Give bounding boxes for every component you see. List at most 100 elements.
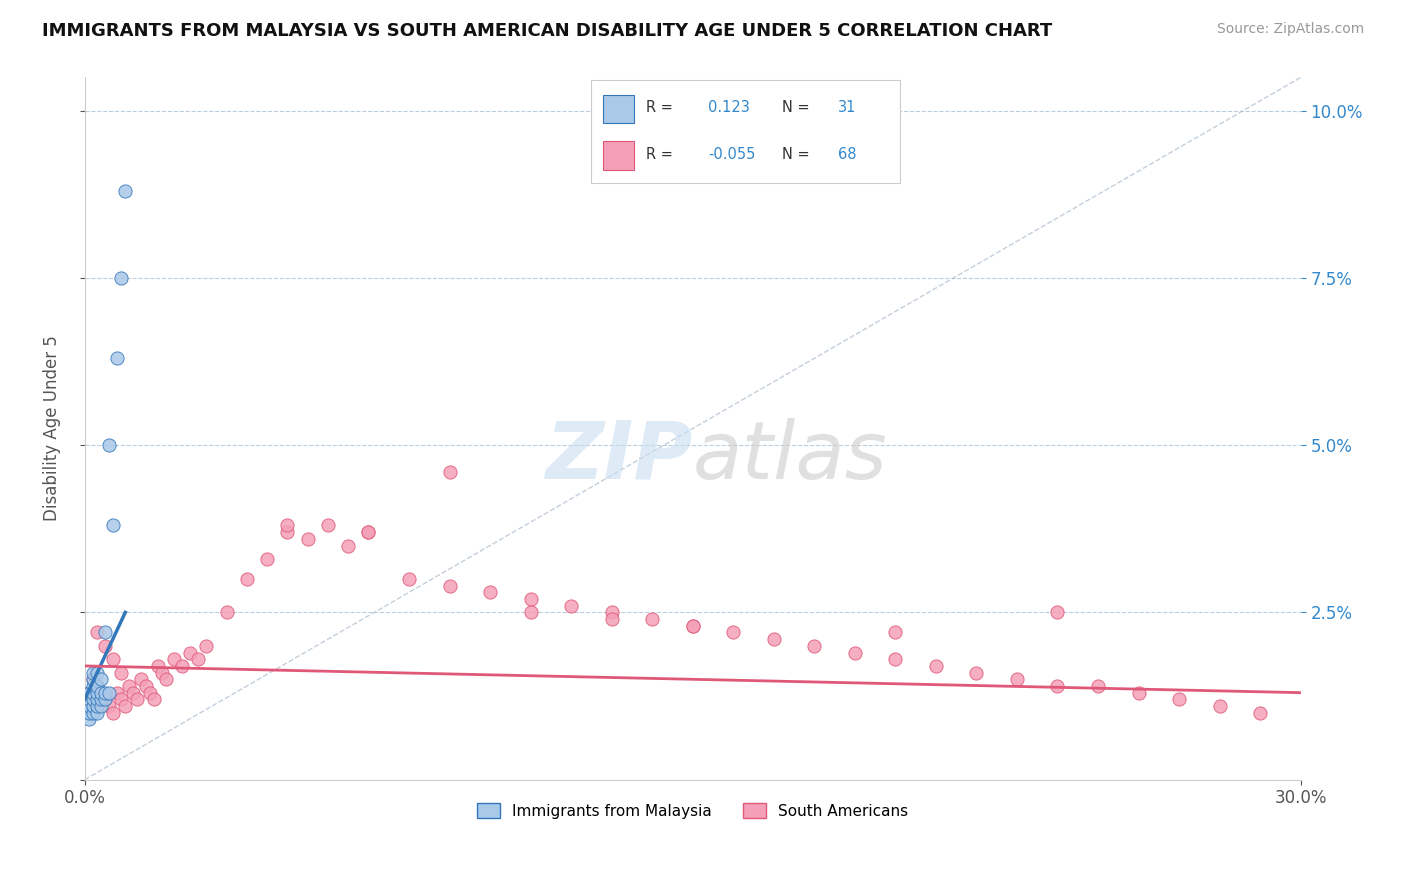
Point xyxy=(131,673,153,687)
Point xyxy=(82,673,104,687)
FancyBboxPatch shape xyxy=(603,141,634,169)
Text: N =: N = xyxy=(782,146,810,161)
Point xyxy=(98,686,121,700)
Point xyxy=(98,699,121,714)
Point xyxy=(98,438,121,452)
Point xyxy=(135,679,157,693)
Point xyxy=(77,686,100,700)
Point xyxy=(86,625,108,640)
Point xyxy=(90,673,112,687)
Point xyxy=(155,673,177,687)
Point xyxy=(86,665,108,680)
Point xyxy=(195,639,218,653)
Point xyxy=(86,692,108,706)
Point xyxy=(86,686,108,700)
Point xyxy=(82,699,104,714)
Point xyxy=(439,465,461,479)
Text: R =: R = xyxy=(647,146,673,161)
Text: IMMIGRANTS FROM MALAYSIA VS SOUTH AMERICAN DISABILITY AGE UNDER 5 CORRELATION CH: IMMIGRANTS FROM MALAYSIA VS SOUTH AMERIC… xyxy=(42,22,1053,40)
Y-axis label: Disability Age Under 5: Disability Age Under 5 xyxy=(44,335,60,522)
Point xyxy=(82,679,104,693)
Point xyxy=(90,686,112,700)
Point xyxy=(357,525,380,540)
Point xyxy=(82,673,104,687)
Point xyxy=(721,625,744,640)
Point xyxy=(82,665,104,680)
Point xyxy=(86,706,108,720)
Point xyxy=(600,606,623,620)
Point xyxy=(77,686,100,700)
Point xyxy=(316,518,339,533)
Point xyxy=(110,692,132,706)
Point xyxy=(1005,673,1028,687)
Text: 0.123: 0.123 xyxy=(709,101,749,115)
Point xyxy=(187,652,209,666)
Point xyxy=(965,665,987,680)
Point xyxy=(86,679,108,693)
Point xyxy=(276,518,298,533)
Point xyxy=(86,699,108,714)
Point xyxy=(641,612,664,626)
Point xyxy=(90,692,112,706)
Point xyxy=(803,639,825,653)
Text: atlas: atlas xyxy=(693,417,887,496)
Point xyxy=(101,518,124,533)
Point xyxy=(357,525,380,540)
Point xyxy=(77,699,100,714)
Point xyxy=(925,659,948,673)
Point xyxy=(150,665,173,680)
Point xyxy=(105,351,128,366)
Point xyxy=(170,659,193,673)
Point xyxy=(884,625,907,640)
Point xyxy=(762,632,785,647)
Point xyxy=(479,585,502,599)
Point xyxy=(844,646,866,660)
Point xyxy=(94,692,117,706)
Point xyxy=(77,706,100,720)
Point xyxy=(215,606,238,620)
Point xyxy=(90,699,112,714)
Point xyxy=(105,686,128,700)
Text: -0.055: -0.055 xyxy=(709,146,755,161)
Point xyxy=(519,606,541,620)
Point xyxy=(110,665,132,680)
Point xyxy=(1046,606,1069,620)
Point xyxy=(163,652,186,666)
FancyBboxPatch shape xyxy=(603,95,634,123)
Point xyxy=(236,572,259,586)
Point xyxy=(77,692,100,706)
Point xyxy=(884,652,907,666)
Point xyxy=(122,686,145,700)
Point xyxy=(682,619,704,633)
Text: N =: N = xyxy=(782,101,810,115)
Point xyxy=(114,699,136,714)
Point xyxy=(398,572,420,586)
Point xyxy=(82,686,104,700)
Point xyxy=(439,579,461,593)
Point xyxy=(101,652,124,666)
Point xyxy=(1128,686,1150,700)
Point xyxy=(110,271,132,285)
Point xyxy=(519,592,541,607)
Point xyxy=(94,625,117,640)
Text: ZIP: ZIP xyxy=(546,417,693,496)
Point xyxy=(77,713,100,727)
Text: 68: 68 xyxy=(838,146,856,161)
Point xyxy=(1208,699,1230,714)
Text: Source: ZipAtlas.com: Source: ZipAtlas.com xyxy=(1216,22,1364,37)
Point xyxy=(142,692,165,706)
Point xyxy=(1046,679,1069,693)
Point xyxy=(82,692,104,706)
Point xyxy=(560,599,582,613)
Point xyxy=(86,679,108,693)
Point xyxy=(1087,679,1109,693)
Point xyxy=(90,686,112,700)
Point xyxy=(297,532,319,546)
Point xyxy=(82,692,104,706)
Point xyxy=(118,679,141,693)
Point xyxy=(138,686,160,700)
Point xyxy=(276,525,298,540)
Point xyxy=(82,706,104,720)
Point xyxy=(114,184,136,198)
Point xyxy=(1249,706,1271,720)
